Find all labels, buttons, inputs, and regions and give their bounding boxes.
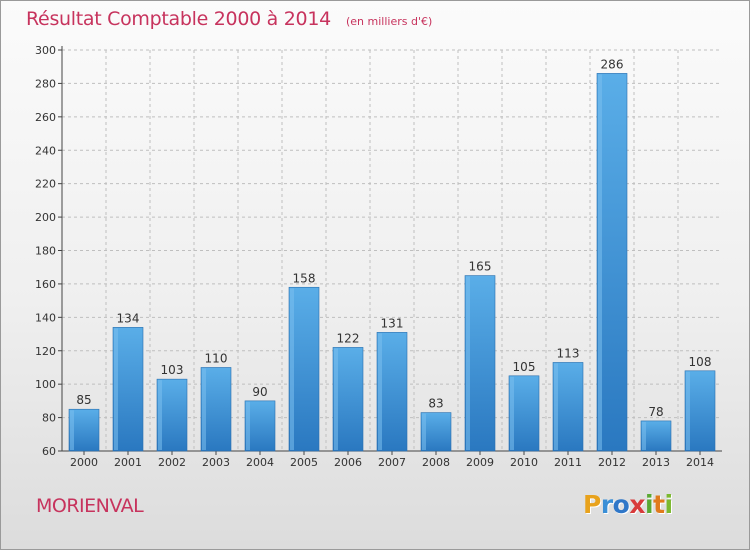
- y-tick-label: 260: [35, 111, 56, 124]
- value-label: 105: [513, 360, 536, 374]
- x-tick-label: 2011: [554, 456, 582, 469]
- bar-highlight: [290, 288, 294, 450]
- value-label: 113: [557, 346, 580, 360]
- bar-highlight: [642, 421, 646, 450]
- bar-highlight: [246, 401, 250, 450]
- logo-letter: i: [645, 490, 654, 519]
- logo-letter: t: [653, 490, 665, 519]
- bar-highlight: [466, 276, 470, 450]
- y-tick-label: 60: [42, 445, 56, 458]
- y-tick-label: 240: [35, 144, 56, 157]
- value-label: 108: [689, 355, 712, 369]
- bar-highlight: [422, 413, 426, 450]
- value-label: 131: [381, 316, 404, 330]
- title-row: Résultat Comptable 2000 à 2014 (en milli…: [26, 8, 432, 30]
- x-tick-label: 2003: [202, 456, 230, 469]
- bar-highlight: [598, 74, 602, 451]
- logo-letter: i: [664, 490, 674, 519]
- y-tick-label: 300: [35, 44, 56, 57]
- commune-name: MORIENVAL: [36, 495, 144, 517]
- logo-letter: x: [629, 490, 645, 519]
- value-label: 90: [252, 385, 267, 399]
- value-label: 165: [469, 260, 492, 274]
- x-tick-label: 2004: [246, 456, 274, 469]
- x-tick-label: 2007: [378, 456, 406, 469]
- bar-highlight: [158, 380, 162, 450]
- x-tick-label: 2012: [598, 456, 626, 469]
- x-tick-label: 2001: [114, 456, 142, 469]
- logo-letter: o: [612, 490, 630, 519]
- y-tick-label: 220: [35, 178, 56, 191]
- value-label: 158: [293, 271, 316, 285]
- y-tick-label: 200: [35, 211, 56, 224]
- bars: [68, 73, 716, 452]
- y-tick-label: 140: [35, 311, 56, 324]
- x-tick-label: 2010: [510, 456, 538, 469]
- value-label: 78: [648, 405, 663, 419]
- bar-highlight: [202, 368, 206, 450]
- x-tick-label: 2006: [334, 456, 362, 469]
- x-tick-label: 2005: [290, 456, 318, 469]
- chart-subtitle: (en milliers d'€): [345, 15, 433, 28]
- value-label: 134: [117, 311, 140, 325]
- y-tick-label: 160: [35, 278, 56, 291]
- value-label: 103: [161, 363, 184, 377]
- gridlines: [62, 49, 722, 451]
- bar-highlight: [510, 376, 514, 450]
- proxiti-logo: Proxiti: [583, 490, 673, 519]
- value-label: 85: [76, 393, 91, 407]
- chart-title: Résultat Comptable 2000 à 2014: [26, 8, 331, 30]
- value-label: 286: [601, 57, 624, 71]
- x-tick-label: 2014: [686, 456, 714, 469]
- y-tick-label: 280: [35, 77, 56, 90]
- y-tick-label: 180: [35, 245, 56, 258]
- value-label: 110: [205, 351, 228, 365]
- y-tick-label: 80: [42, 412, 56, 425]
- bar-highlight: [334, 348, 338, 450]
- x-tick-label: 2013: [642, 456, 670, 469]
- logo-letter: P: [583, 490, 601, 519]
- labels: 60 80 100 120 140 160 180 200 220 240 260 280 300 85 2…: [35, 44, 714, 469]
- y-tick-label: 120: [35, 345, 56, 358]
- y-tick-label: 100: [35, 378, 56, 391]
- logo-letter: r: [600, 490, 613, 519]
- bar-highlight: [378, 333, 382, 450]
- value-label: 122: [337, 331, 360, 345]
- x-tick-label: 2008: [422, 456, 450, 469]
- x-tick-label: 2002: [158, 456, 186, 469]
- bar-highlight: [554, 363, 558, 450]
- x-tick-label: 2000: [70, 456, 98, 469]
- bar-highlight: [686, 371, 690, 450]
- bar-highlight: [114, 328, 118, 450]
- bar-highlight: [70, 410, 74, 450]
- value-label: 83: [428, 397, 443, 411]
- x-tick-label: 2009: [466, 456, 494, 469]
